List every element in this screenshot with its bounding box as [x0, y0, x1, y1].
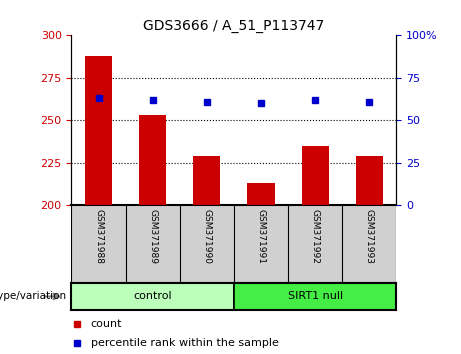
Bar [248, 183, 275, 205]
Text: GSM371992: GSM371992 [311, 209, 320, 264]
Text: GSM371990: GSM371990 [202, 209, 212, 264]
Bar [234, 283, 396, 310]
Bar [71, 283, 234, 310]
Text: SIRT1 null: SIRT1 null [288, 291, 343, 302]
Bar [301, 146, 329, 205]
Text: GSM371988: GSM371988 [94, 209, 103, 264]
Bar [356, 156, 383, 205]
Bar [193, 156, 220, 205]
Text: GSM371993: GSM371993 [365, 209, 374, 264]
Text: count: count [91, 319, 122, 329]
Bar [85, 56, 112, 205]
Text: GSM371989: GSM371989 [148, 209, 157, 264]
Bar [139, 115, 166, 205]
Text: control: control [133, 291, 172, 302]
Text: GSM371991: GSM371991 [256, 209, 266, 264]
Text: genotype/variation: genotype/variation [0, 291, 67, 302]
Text: percentile rank within the sample: percentile rank within the sample [91, 338, 279, 348]
Title: GDS3666 / A_51_P113747: GDS3666 / A_51_P113747 [143, 19, 325, 33]
